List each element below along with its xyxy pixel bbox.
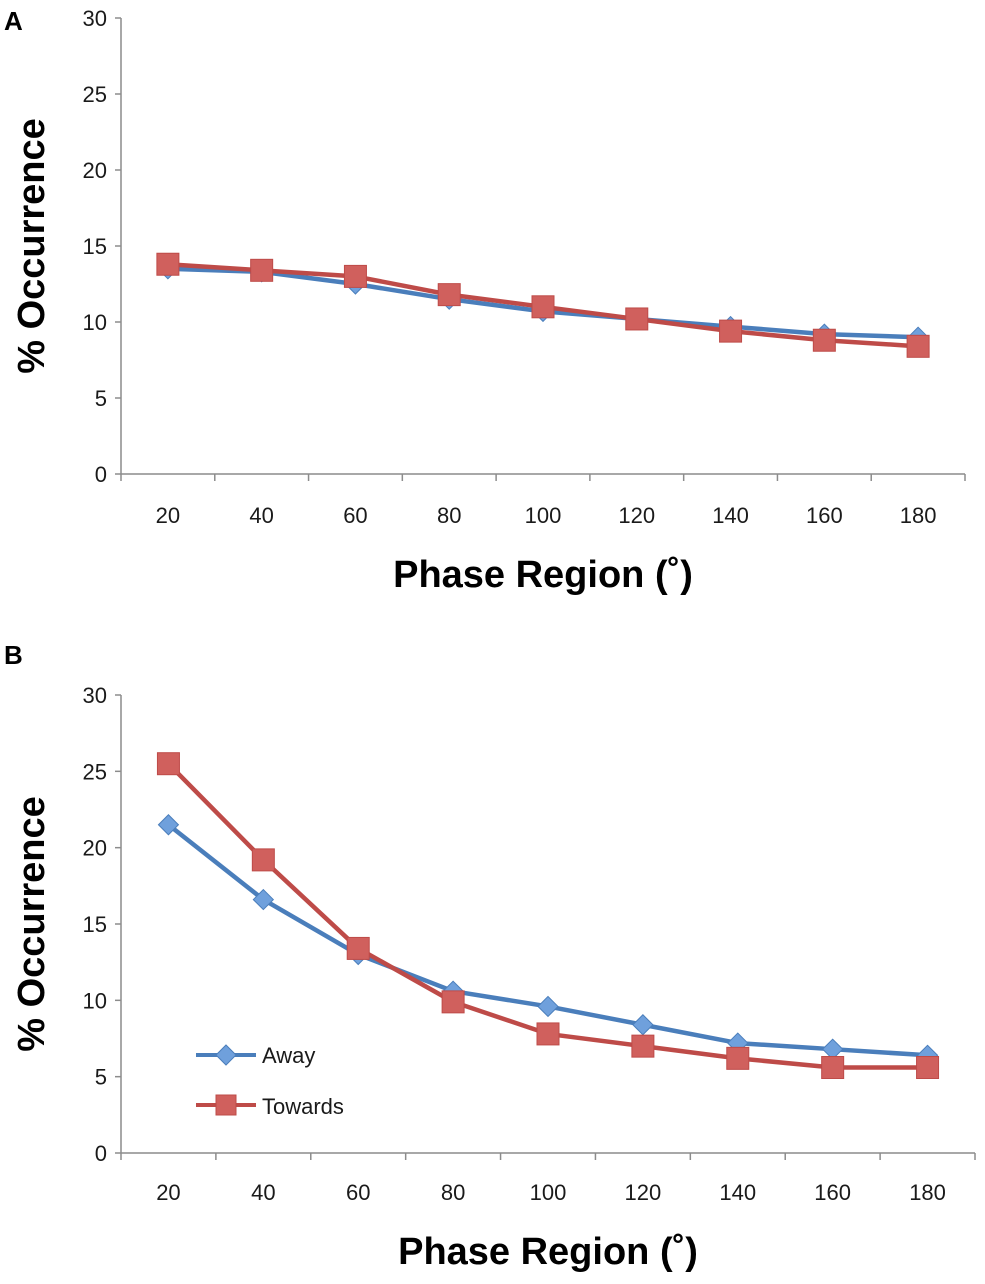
panel-a-towards-point [437, 283, 461, 307]
panel-b-towards-point [726, 1046, 750, 1070]
panel-b-y-axis-title: % Occurrence [11, 796, 53, 1052]
panel-b-letter: B [4, 640, 23, 670]
panel-a-x-tick-label: 180 [900, 503, 937, 528]
panel-b-away-point [537, 995, 559, 1018]
legend-towards-marker [215, 1094, 237, 1116]
panel-a-towards-point [531, 295, 555, 319]
panel-b-x-tick-label: 120 [625, 1180, 662, 1205]
panel-b-y-tick-label: 15 [83, 912, 107, 937]
panel-a-x-axis-title: Phase Region (˚) [393, 554, 693, 596]
panel-b-towards-point [441, 990, 465, 1014]
panel-b-towards-point [821, 1056, 845, 1080]
panel-b-x-tick-label: 180 [909, 1180, 946, 1205]
panel-a-y-axis-title: % Occurrence [11, 118, 53, 374]
panel-a-towards-point [719, 319, 743, 343]
panel-b-away-point [252, 888, 275, 911]
panel-a-towards-point [343, 264, 367, 288]
panel-b-x-tick-label: 140 [719, 1180, 756, 1205]
panel-a-y-tick-label: 30 [83, 6, 107, 31]
panel-a-towards-point [156, 252, 180, 276]
panel-b-x-tick-label: 60 [346, 1180, 370, 1205]
panel-b-x-tick-label: 40 [251, 1180, 275, 1205]
panel-a-x-tick-label: 160 [806, 503, 843, 528]
legend-away-marker [215, 1044, 237, 1066]
panel-a-y-tick-label: 25 [83, 82, 107, 107]
panel-a-x-tick-label: 20 [156, 503, 180, 528]
panel-a-y-tick-label: 0 [95, 462, 107, 487]
panel-b-y-tick-label: 20 [83, 836, 107, 861]
panel-b-y-tick-label: 0 [95, 1141, 107, 1166]
panel-b-x-tick-label: 20 [156, 1180, 180, 1205]
panel-b-towards-point [631, 1034, 655, 1058]
panel-b-y-tick-label: 25 [83, 759, 107, 784]
panel-a-y-tick-label: 20 [83, 158, 107, 183]
panel-a-towards-point [625, 307, 649, 331]
panel-a-towards-point [906, 334, 930, 358]
panel-a-y-tick-label: 10 [83, 310, 107, 335]
panel-b-x-tick-label: 80 [441, 1180, 465, 1205]
panel-b-away-point [632, 1014, 654, 1036]
panel-a-x-tick-label: 60 [343, 503, 367, 528]
panel-b-legend: Away Towards [196, 1043, 344, 1119]
panel-b-y-tick-label: 30 [83, 683, 107, 708]
panel-a-letter: A [4, 6, 23, 36]
panel-b-x-tick-label: 100 [530, 1180, 567, 1205]
panel-a-x-tick-label: 80 [437, 503, 461, 528]
panel-b-towards-point [251, 848, 275, 872]
legend-towards-label: Towards [262, 1094, 344, 1119]
panel-a-x-tick-label: 120 [618, 503, 655, 528]
legend-away-label: Away [262, 1043, 315, 1068]
panel-a-y-tick-label: 5 [95, 386, 107, 411]
panel-b-towards-point [156, 752, 180, 776]
panel-a-towards-point [250, 258, 274, 282]
panel-b-away-line [167, 822, 928, 1058]
panel-b-towards-point [916, 1056, 940, 1080]
panel-a-x-tick-label: 100 [525, 503, 562, 528]
panel-b-x-axis-title: Phase Region (˚) [398, 1231, 698, 1273]
panel-b-y-tick-label: 10 [83, 988, 107, 1013]
panel-b-away-point [157, 814, 180, 836]
panel-b-y-tick-label: 5 [95, 1065, 107, 1090]
panel-b-towards-point [346, 936, 370, 960]
panel-b-x-tick-label: 160 [814, 1180, 851, 1205]
panel-a-x-tick-label: 40 [249, 503, 273, 528]
panel-a-chart: A 0 5 10 15 20 25 30 20 40 60 80 100 120 140 160 180 P… [4, 6, 966, 596]
panel-a-towards-point [812, 328, 836, 352]
panel-b-towards-point [536, 1022, 560, 1046]
panel-a-y-tick-label: 15 [83, 234, 107, 259]
panel-a-x-tick-label: 140 [712, 503, 749, 528]
panel-b-chart: B 0 5 10 15 20 25 30 20 40 60 80 100 120 140 160 180 P… [4, 640, 976, 1273]
panel-b-towards-line [166, 762, 928, 1070]
